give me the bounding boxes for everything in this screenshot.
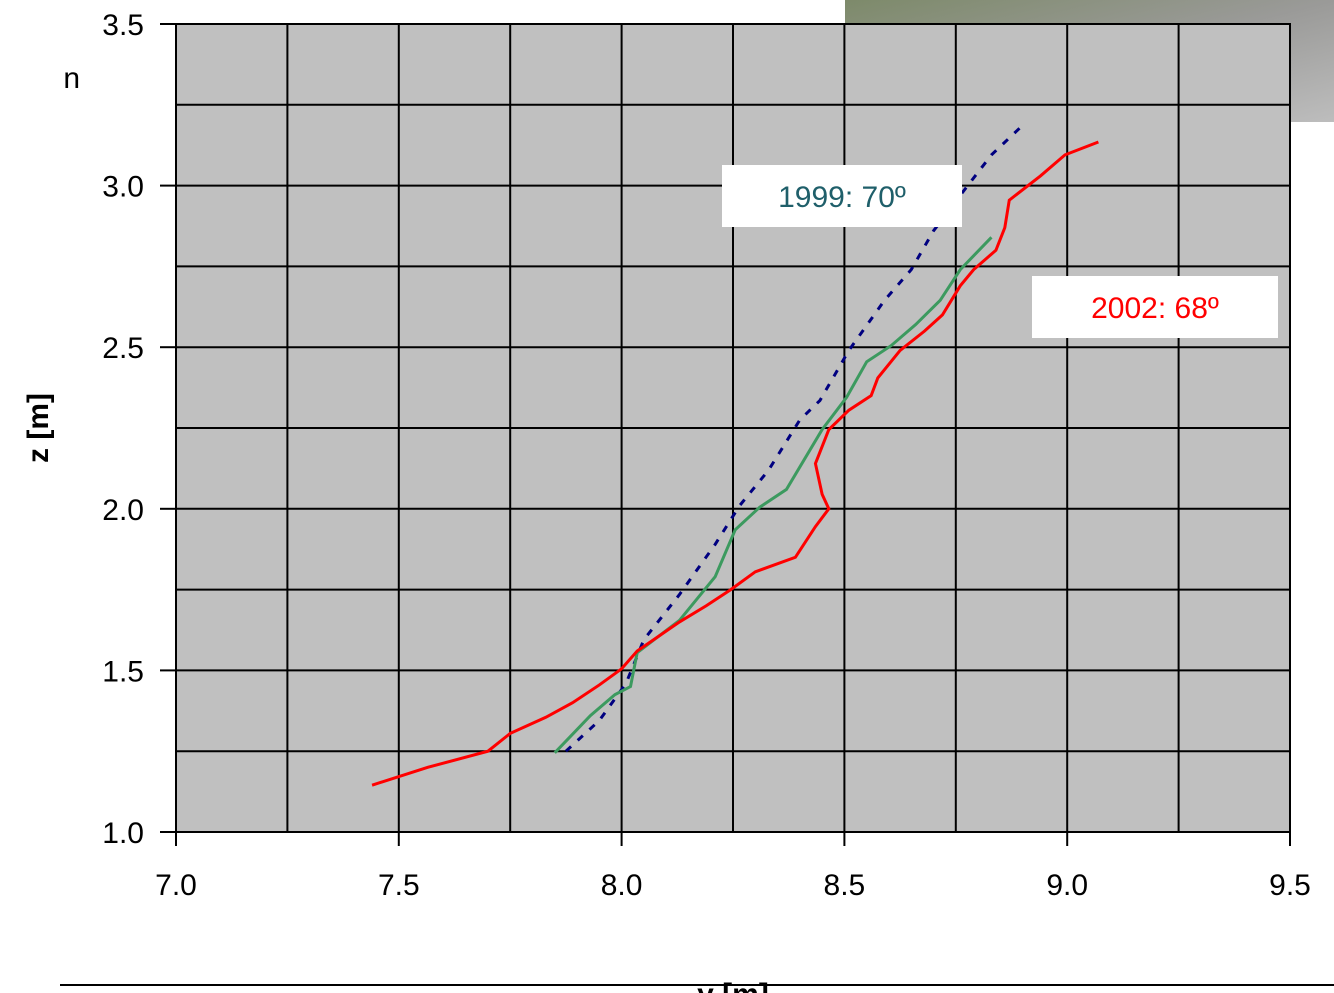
x-tick-label: 9.0 <box>1046 869 1088 902</box>
y-tick-label: 3.0 <box>102 171 144 204</box>
y-tick-label: 1.5 <box>102 655 144 688</box>
slide: n 7.0 7.5 8.0 8.5 9.0 9.5 1.0 1.5 2.0 2.5 3.0 3.5 19… <box>0 0 1334 993</box>
x-tick-label: 8.5 <box>824 869 866 902</box>
annotation: 2002: 68º <box>1091 292 1219 325</box>
x-tick-label: 9.5 <box>1269 869 1311 902</box>
y-tick-label: 1.0 <box>102 817 144 850</box>
y-tick-label: 2.0 <box>102 494 144 527</box>
y-tick-label: 3.5 <box>102 9 144 42</box>
annotation: 1999: 70º <box>778 181 906 214</box>
y-axis-label: z [m] <box>22 393 55 463</box>
x-axis-label: y [m] <box>697 978 769 993</box>
cut-text: n <box>63 62 80 95</box>
x-tick-label: 8.0 <box>601 869 643 902</box>
y-tick-label: 2.5 <box>102 332 144 365</box>
x-tick-label: 7.0 <box>155 869 197 902</box>
x-tick-label: 7.5 <box>378 869 420 902</box>
